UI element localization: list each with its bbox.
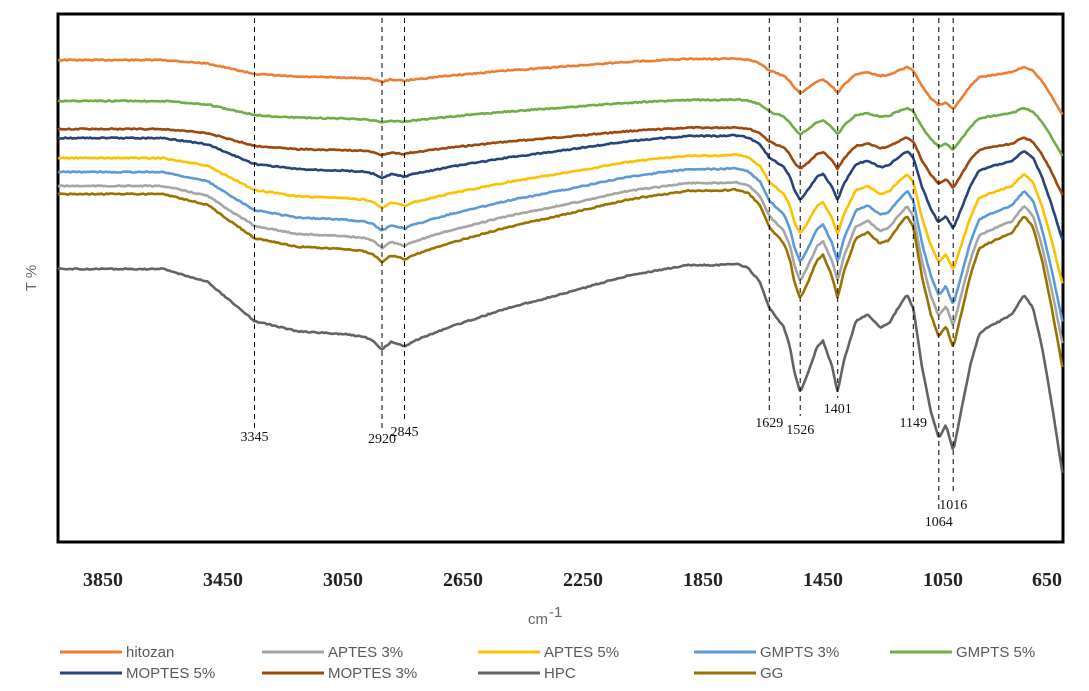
plot-frame xyxy=(56,12,1065,544)
annotation-label-1016: 1016 xyxy=(939,498,967,513)
x-tick-label: 3450 xyxy=(203,569,243,591)
x-tick-label: 1850 xyxy=(683,569,723,591)
annotation-label-1526: 1526 xyxy=(786,423,814,438)
annotation-label-2845: 2845 xyxy=(391,425,419,440)
legend-label-gg: GG xyxy=(760,665,783,682)
legend-label-gmpts-3pct: GMPTS 3% xyxy=(760,644,839,661)
series-layer xyxy=(57,56,1064,474)
annotation-label-1064: 1064 xyxy=(925,515,953,530)
series-line-gg xyxy=(57,187,1064,368)
legend-label-hpc: HPC xyxy=(544,665,576,682)
series-line-hpc xyxy=(57,262,1064,474)
x-tick-label: 3050 xyxy=(323,569,363,591)
y-axis-title: T % xyxy=(23,265,40,291)
legend-label-aptes-5pct: APTES 5% xyxy=(544,644,619,661)
series-line-moptes-5pct xyxy=(57,133,1064,240)
legend: hitozan APTES 3% APTES 5% GMPTS 3% GMPTS 5% M… xyxy=(60,644,1035,682)
series-line-aptes-5pct xyxy=(57,153,1064,284)
x-tick-label: 3850 xyxy=(83,569,123,591)
legend-label-gmpts-5pct: GMPTS 5% xyxy=(956,644,1035,661)
x-tick-label: 1050 xyxy=(923,569,963,591)
annotation-label-3345: 3345 xyxy=(241,430,269,445)
series-line-aptes-3pct xyxy=(57,180,1064,344)
series-line-hitozan xyxy=(57,56,1064,116)
series-line-gmpts-3pct xyxy=(57,166,1064,322)
legend-label-aptes-3pct: APTES 3% xyxy=(328,644,403,661)
x-tick-labels: 3850 3450 3050 2650 2250 1850 1450 1050 650 xyxy=(83,569,1062,591)
x-axis-title-superscript: -1 xyxy=(549,604,562,621)
legend-label-hitozan: hitozan xyxy=(126,644,174,661)
x-axis-title: cm xyxy=(528,611,548,628)
annotation-label-1149: 1149 xyxy=(900,416,927,431)
series-line-moptes-3pct xyxy=(57,125,1064,196)
x-tick-label: 1450 xyxy=(803,569,843,591)
legend-label-moptes-5pct: MOPTES 5% xyxy=(126,665,215,682)
annotation-label-2920: 2920 xyxy=(368,432,396,447)
annotation-label-1629: 1629 xyxy=(755,416,783,431)
x-tick-label: 2250 xyxy=(563,569,603,591)
legend-label-moptes-3pct: MOPTES 3% xyxy=(328,665,417,682)
series-line-gmpts-5pct xyxy=(57,97,1064,157)
x-tick-label: 2650 xyxy=(443,569,483,591)
annotation-label-1401: 1401 xyxy=(824,402,852,417)
x-tick-label: 650 xyxy=(1032,569,1062,591)
